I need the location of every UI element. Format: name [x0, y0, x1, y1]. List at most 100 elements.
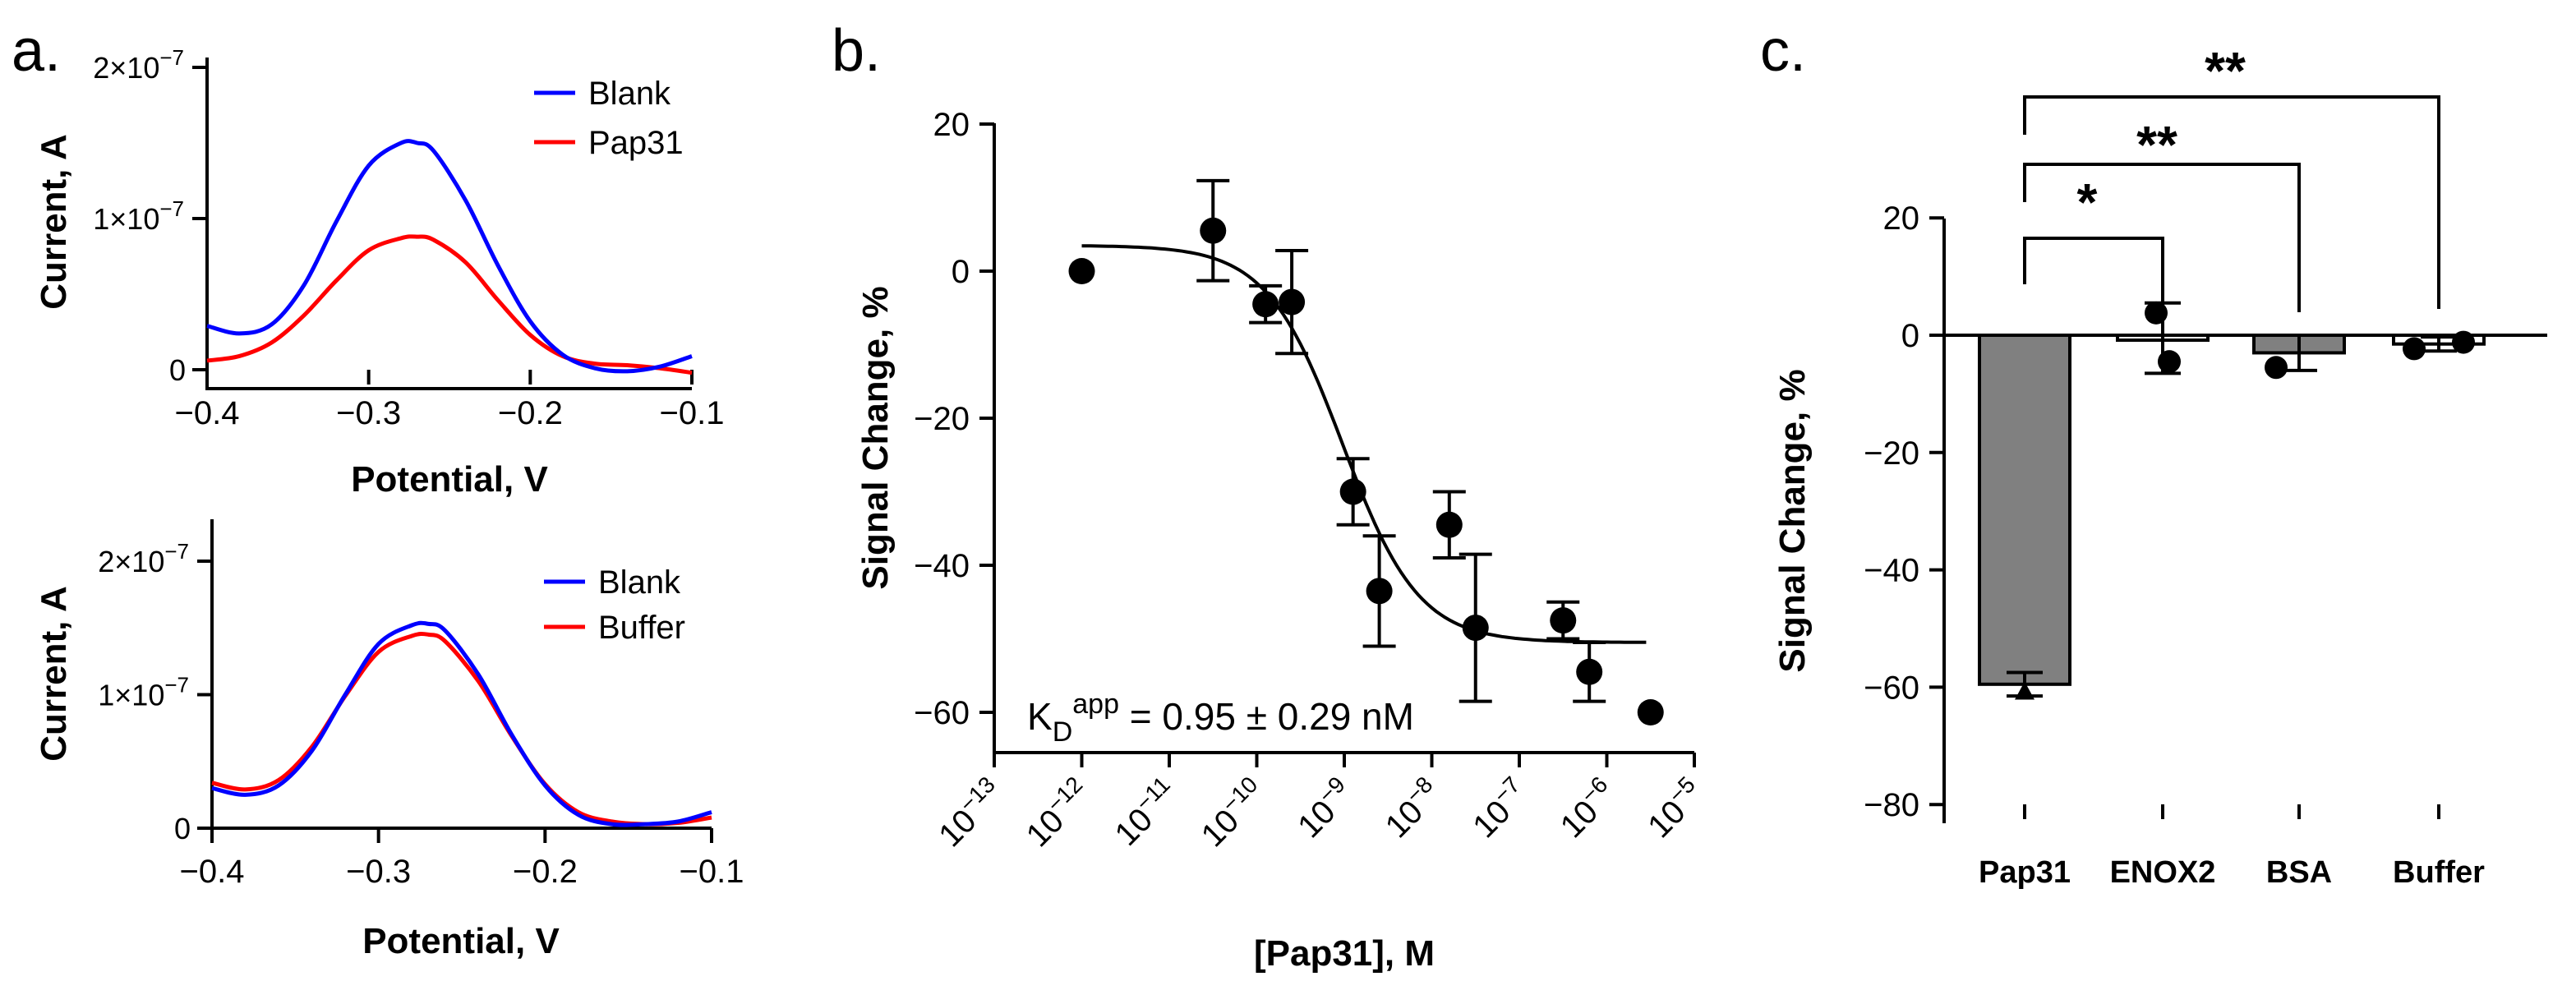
- significance-bracket: [2023, 237, 2164, 312]
- significance-label: **: [2205, 41, 2246, 100]
- y-tick-label: 0: [169, 353, 186, 387]
- data-point: [1576, 658, 1603, 685]
- panel-a-top: a. −0.4 −0.3 −0.2 −0.1 0 1×10−7 2×10−7 Blank P…: [12, 18, 724, 500]
- x-tick-exponent: −7: [1488, 771, 1525, 808]
- y-tick-label: −20: [1864, 435, 1919, 472]
- y-tick-label: 20: [933, 107, 970, 143]
- y-tick-label: 0: [174, 812, 191, 845]
- x-tick-label: 10−7: [1463, 771, 1536, 845]
- series-line-buffer: [211, 631, 712, 827]
- y-tick-label: 0: [952, 254, 970, 290]
- kd-value: = 0.95 ± 0.29 nM: [1119, 695, 1414, 738]
- significance-brackets: *****: [2023, 41, 2440, 312]
- significance-label: *: [2077, 173, 2098, 232]
- data-point: [2015, 681, 2035, 700]
- x-tick-exponent: −11: [1131, 771, 1175, 816]
- data-point: [1550, 607, 1577, 634]
- x-tick-exponent: −8: [1401, 771, 1438, 808]
- x-tick-label: 10−11: [1104, 771, 1186, 853]
- data-point: [2265, 356, 2288, 380]
- y-tick-exponent: −7: [159, 196, 184, 221]
- fit-curve: [1081, 244, 1647, 644]
- data-point: [1339, 478, 1366, 505]
- fit-line: [1081, 244, 1647, 644]
- y-tick-label: 20: [1883, 200, 1920, 237]
- y-tick-exponent: −7: [164, 673, 189, 698]
- kd-superscript: app: [1072, 689, 1119, 720]
- y-tick-label: 1×10−7: [93, 196, 184, 236]
- y-tick-label: 2×10−7: [93, 45, 184, 85]
- kd-annotation: KDapp = 0.95 ± 0.29 nM: [1027, 689, 1414, 748]
- legend: Blank Buffer: [544, 564, 685, 646]
- kd-subscript: D: [1053, 716, 1073, 748]
- x-tick-exponent: −5: [1663, 771, 1700, 808]
- y-tick-label: 1×10−7: [98, 673, 189, 712]
- data-point: [1435, 511, 1463, 538]
- x-tick-label: −0.1: [680, 854, 744, 890]
- significance-label: **: [2136, 115, 2177, 174]
- category-label: Pap31: [1979, 855, 2071, 890]
- bar-pap31: [1978, 334, 2071, 686]
- x-tick-exponent: −12: [1042, 771, 1088, 817]
- category-label: BSA: [2266, 855, 2332, 890]
- y-tick-exponent: −7: [164, 539, 189, 564]
- x-tick-label: −0.3: [346, 854, 411, 890]
- series-lines: [211, 620, 712, 827]
- y-tick-label: −20: [914, 401, 970, 437]
- x-axis-label: Potential, V: [362, 921, 560, 961]
- legend: Blank Pap31: [534, 76, 684, 161]
- bars: [1978, 334, 2486, 686]
- y-axis-label: Current, A: [34, 134, 74, 310]
- category-label: ENOX2: [2110, 855, 2216, 890]
- legend-label-blank: Blank: [598, 564, 681, 601]
- data-point: [1068, 258, 1095, 284]
- x-tick-label: 10−10: [1191, 771, 1273, 854]
- x-tick-label: −0.2: [513, 854, 578, 890]
- series-line-blank: [211, 620, 712, 827]
- x-tick-label: 10−6: [1550, 771, 1623, 845]
- x-tick-label: −0.2: [498, 395, 563, 431]
- data-points: [2007, 301, 2475, 700]
- panel-letter-a: a.: [12, 18, 61, 84]
- x-tick-exponent: −6: [1576, 771, 1613, 808]
- data-point: [1637, 699, 1664, 725]
- data-points: [1068, 178, 1664, 725]
- x-tick-exponent: −9: [1313, 771, 1350, 808]
- significance-bracket: [2023, 163, 2301, 312]
- kd-prefix: K: [1027, 695, 1053, 738]
- series-line-pap31: [206, 234, 693, 375]
- y-tick-label: −40: [1864, 553, 1919, 589]
- x-axis-label: [Pap31], M: [1254, 933, 1435, 974]
- x-tick-label: −0.3: [336, 395, 401, 431]
- significance-bracket: [2023, 95, 2440, 309]
- legend-label-buffer: Buffer: [598, 610, 685, 646]
- y-tick-label: 0: [1901, 318, 1919, 354]
- x-tick-label: 10−13: [929, 771, 1011, 854]
- axis-ticks: 20 0 −20 −40 −60 −80 Pap31 ENOX2 BSA Buffer: [1864, 200, 2485, 890]
- x-axis-label: Potential, V: [351, 459, 548, 500]
- y-tick-label: −60: [914, 695, 970, 731]
- x-tick-label: 10−5: [1638, 771, 1711, 845]
- legend-label-pap31: Pap31: [588, 125, 684, 161]
- data-point: [2403, 337, 2426, 361]
- data-point: [2158, 350, 2181, 374]
- x-tick-label: −0.1: [660, 395, 725, 431]
- y-tick-label: 2×10−7: [98, 539, 189, 578]
- x-tick-exponent: −13: [954, 771, 1000, 817]
- data-point: [1279, 288, 1306, 315]
- x-tick-label: −0.4: [180, 854, 245, 890]
- category-label: Buffer: [2393, 855, 2485, 890]
- data-point: [1252, 291, 1279, 318]
- panel-a-bottom: −0.4 −0.3 −0.2 −0.1 0 1×10−7 2×10−7 Blank Buff…: [34, 519, 744, 961]
- data-point: [2452, 330, 2475, 354]
- y-tick-label: −80: [1864, 787, 1919, 823]
- y-tick-label: −60: [1864, 670, 1919, 706]
- y-tick-exponent: −7: [159, 45, 184, 70]
- x-tick-exponent: −10: [1217, 771, 1263, 817]
- y-axis-label: Current, A: [34, 586, 74, 762]
- x-tick-label: −0.4: [175, 395, 240, 431]
